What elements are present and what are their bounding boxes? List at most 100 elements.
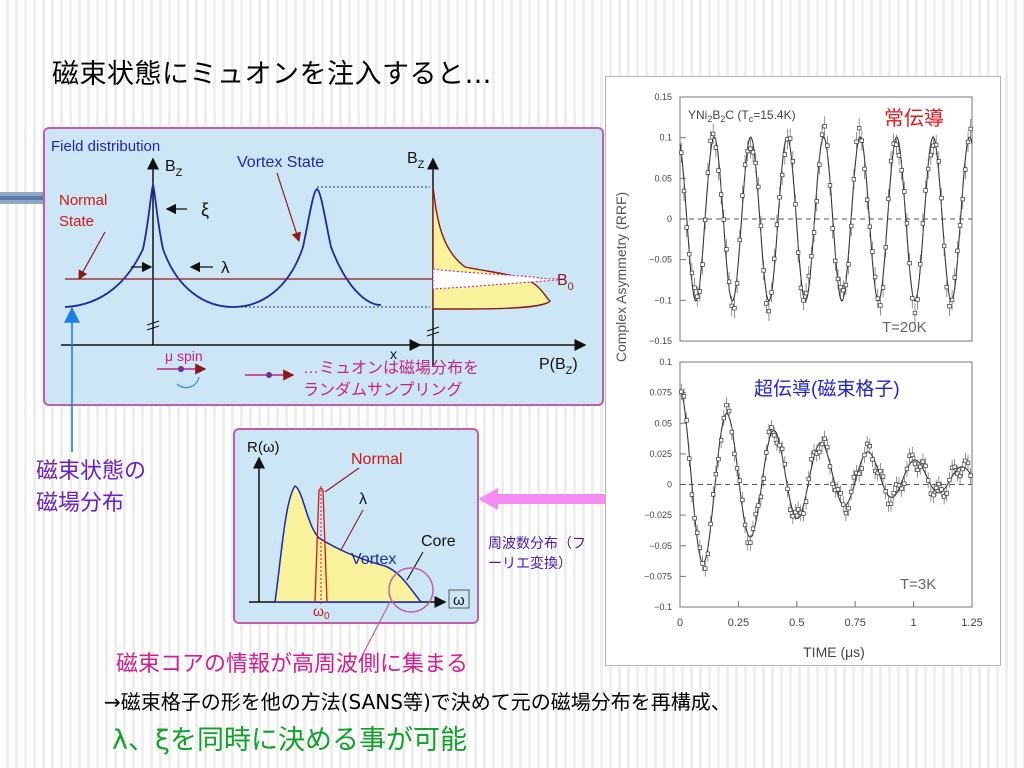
field-profile-curve [64,182,382,308]
data-point [726,408,732,414]
data-point [936,159,941,164]
data-point [965,139,971,145]
data-point [732,306,737,311]
data-point [965,460,971,466]
data-point [711,492,716,497]
data-point [875,296,880,301]
data-point [745,148,750,154]
sampling-text-2: ランダムサンプリング [303,381,463,399]
data-point [766,429,772,435]
data-point [782,152,788,157]
b0-label: B0 [557,272,574,293]
data-point [705,551,711,556]
data-point [835,276,841,282]
core-label-arrow [406,551,424,581]
data-point [769,290,774,295]
data-point [687,252,692,257]
data-point [904,221,910,226]
data-point [862,166,867,172]
normal-state-oscillation [679,136,973,302]
data-point [963,167,968,172]
data-point [756,503,761,508]
xtick-label: 1 [911,617,917,629]
data-point [700,561,705,566]
data-point [803,290,809,296]
data-point [872,274,878,280]
data-point [734,466,740,471]
normal-label-arrow [324,467,360,493]
sampling-text-1: …ミュオンは磁場分布を [303,359,479,377]
normal-state-label-2: State [59,213,94,230]
data-point [920,221,926,226]
data-point [960,196,965,202]
pbz-label: P(BZ) [539,356,578,377]
lambda-label-arrow [340,509,364,551]
data-point [899,486,904,491]
data-point [910,452,915,458]
top-panel-ytick-label: 0.15 [654,92,672,102]
data-point [891,490,896,496]
muon-precession-arc [176,376,200,389]
data-point [687,456,692,461]
core-label: Core [421,533,456,550]
data-point [684,418,689,423]
data-point [849,223,854,229]
data-point [870,457,875,462]
data-point [883,489,888,494]
data-point [867,224,872,229]
muon-dot [178,366,184,372]
data-point [912,461,918,466]
data-point [788,507,793,512]
data-point [838,285,843,290]
data-point [801,511,806,516]
field-panel-title: Field distribution [51,138,160,155]
data-point [766,308,772,314]
data-point [864,441,870,447]
normal-state-label-1: Normal [59,192,107,209]
axis-break [146,320,160,326]
data-point [835,487,841,492]
frequency-distribution-diagram: R(ω) Normal λ Core Vortex ω0 ω [247,439,470,622]
data-point [851,177,857,182]
top-panel-ytick-label: 0 [667,214,672,224]
top-temperature: T=20K [882,319,927,336]
data-point [851,475,857,480]
vortex-state-oscillation [679,389,973,564]
omega0-label: ω0 [313,603,330,622]
data-point [716,168,721,173]
data-point [957,473,963,479]
data-point [814,199,819,204]
data-point [692,516,697,521]
axis-break [426,331,440,337]
data-point [780,172,785,178]
data-point [718,192,724,197]
data-point [795,507,801,512]
data-point [819,441,825,447]
data-point [936,481,941,487]
data-point [888,501,894,506]
top-panel-ytick-label: −0.15 [649,336,672,346]
r-omega-label: R(ω) [247,439,280,456]
x-axis-label: x [390,346,397,362]
vortex-label: Vortex [351,551,396,568]
data-point [830,226,835,231]
xtick-label: 0.75 [844,617,865,629]
core-circle [388,567,434,613]
spectra-data [679,116,973,577]
data-point [756,184,761,190]
data-point [941,494,947,499]
data-point [822,124,827,129]
omega-label: ω [453,592,465,609]
data-point [952,275,957,280]
data-point [801,298,806,303]
bottom-panel-ytick-label: 0.075 [649,388,672,398]
data-point [734,281,740,286]
data-point [782,461,788,467]
bottom-panel-ytick-label: −0.075 [644,571,672,581]
data-point [944,284,949,290]
x-axis-label: TIME (μs) [803,644,865,660]
data-point [859,466,864,471]
data-point [811,230,817,235]
data-point [968,126,973,132]
slide-title: 磁束状態にミュオンを注入すると… [52,59,492,90]
